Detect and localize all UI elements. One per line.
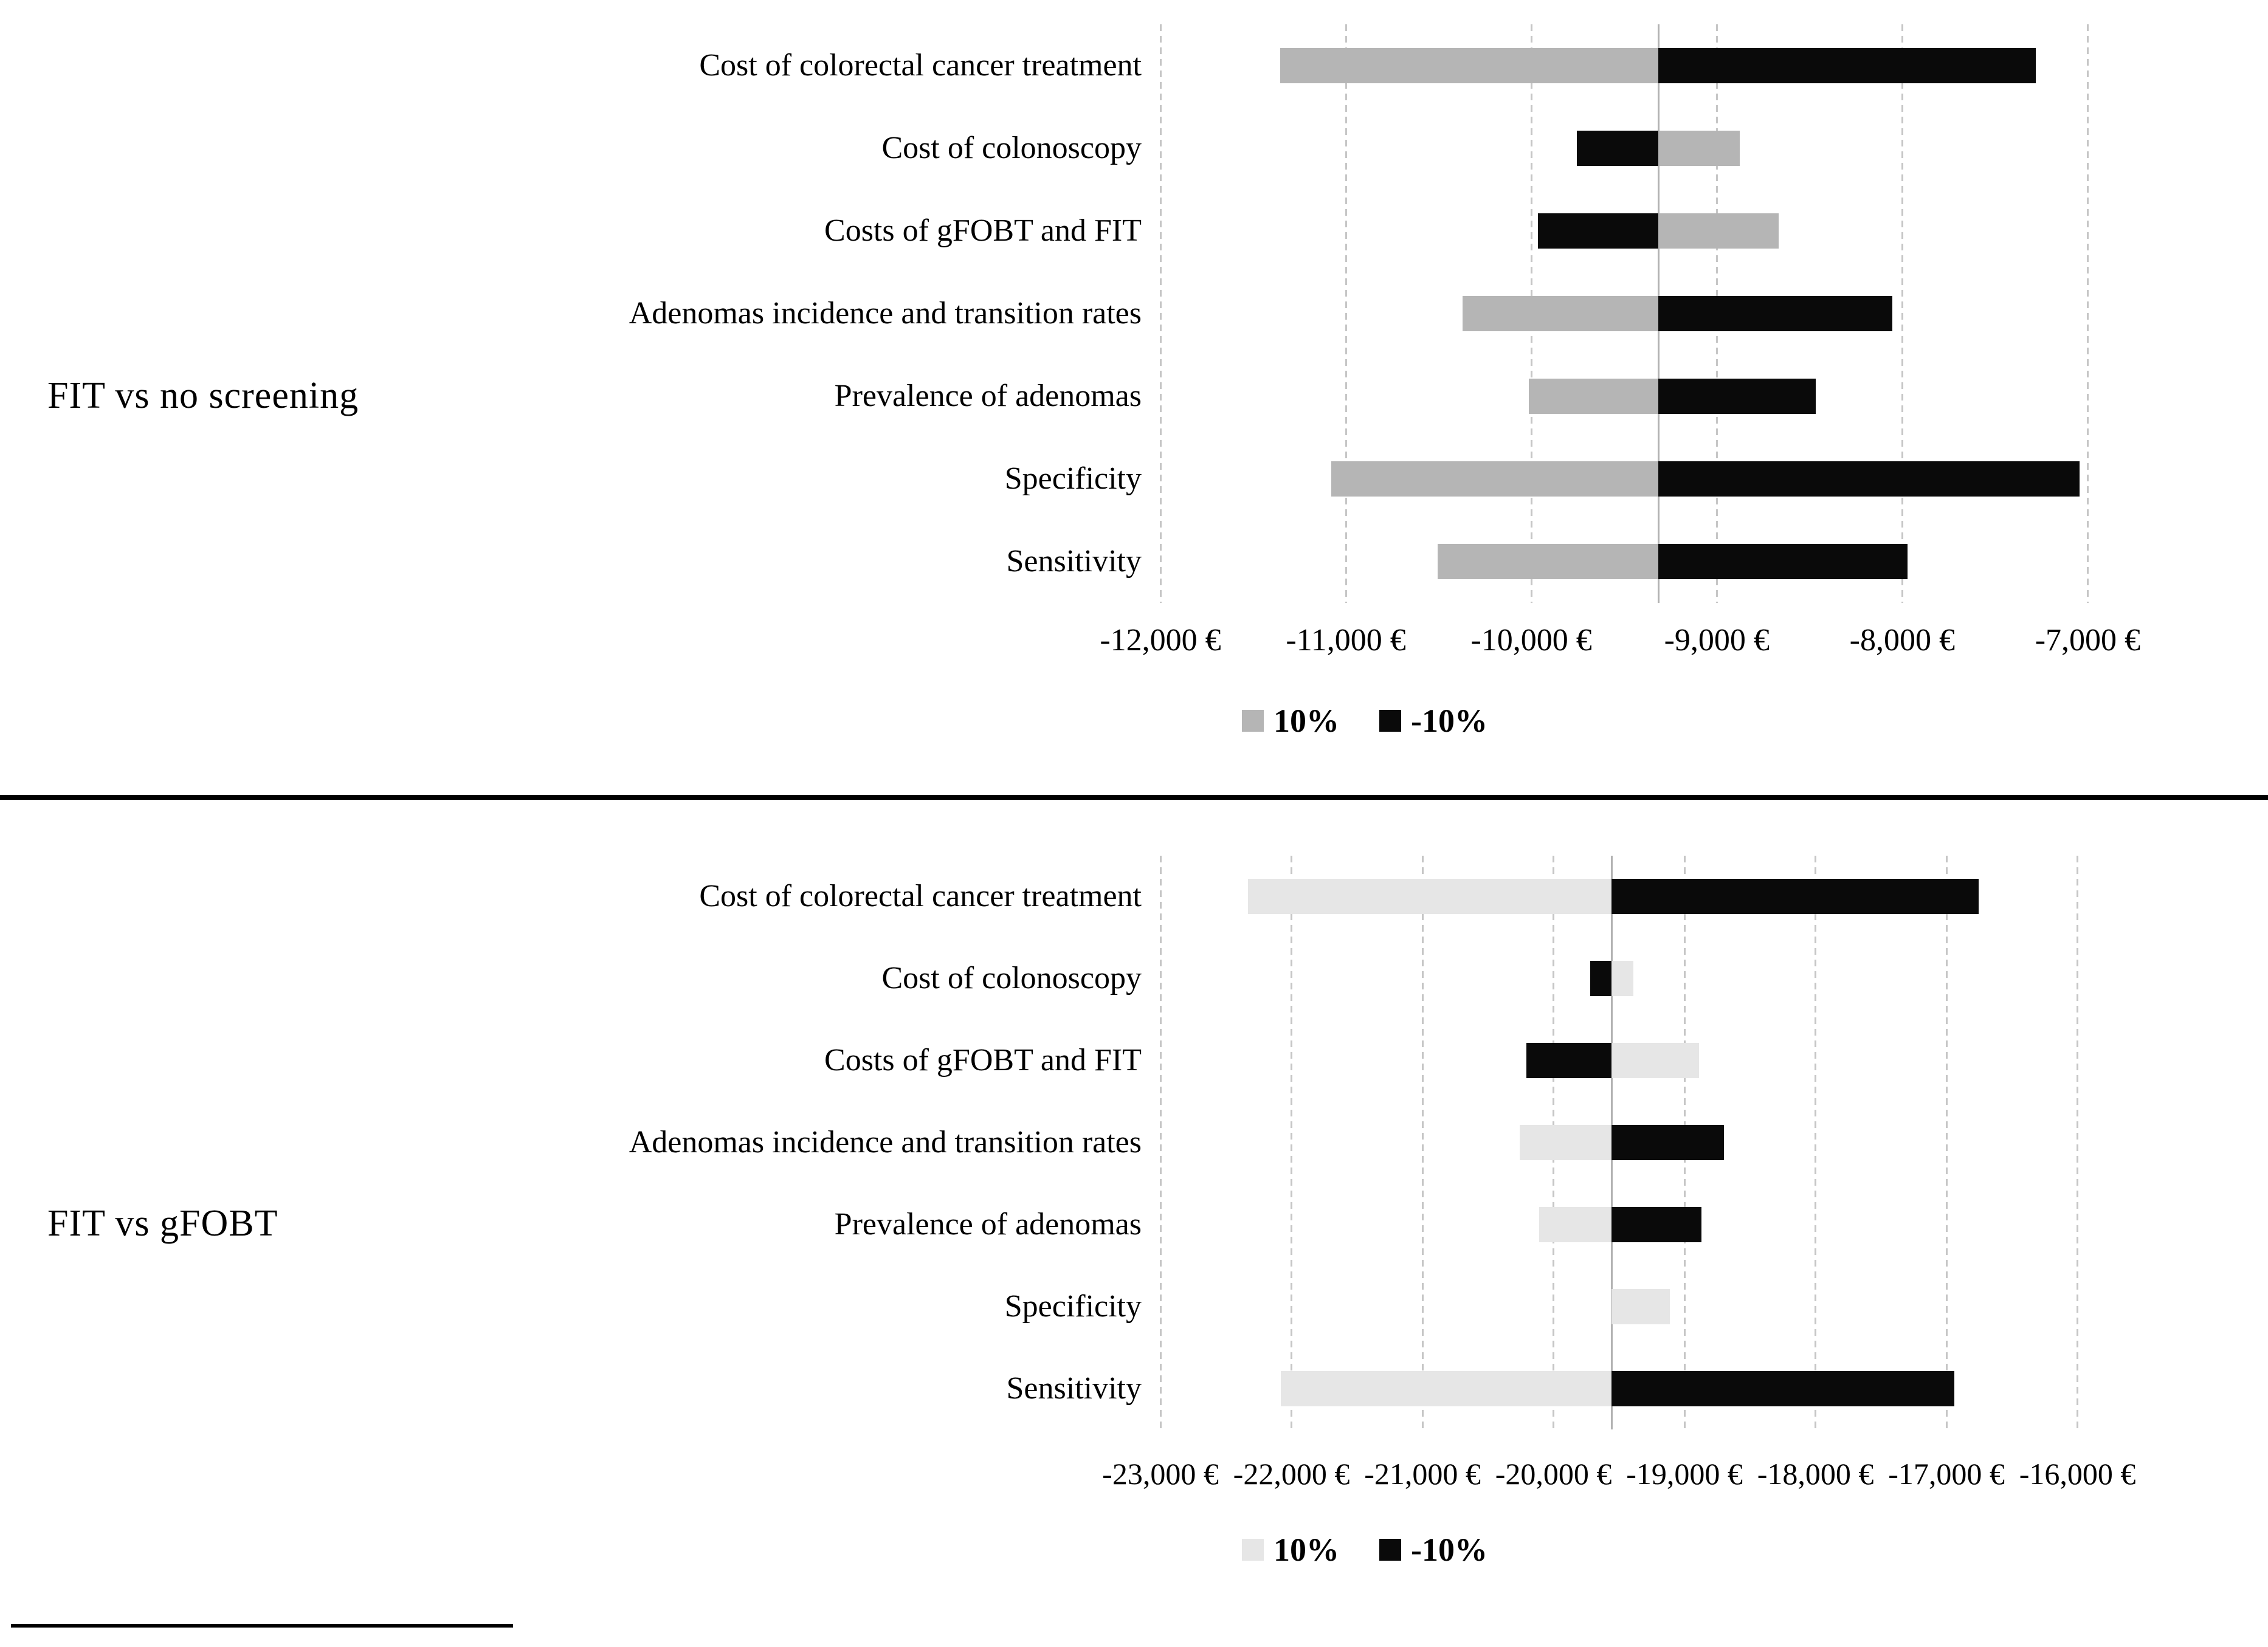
category-label: Cost of colonoscopy xyxy=(881,131,1142,165)
category-label: Specificity xyxy=(1004,1288,1142,1324)
axis-tick-label: -20,000 € xyxy=(1495,1457,1612,1491)
bar--10% xyxy=(1537,213,1659,249)
gridline xyxy=(1159,24,1162,603)
category-label: Specificity xyxy=(1004,461,1142,496)
bar-10% xyxy=(1658,131,1740,166)
gridline xyxy=(1815,856,1817,1429)
bar--10% xyxy=(1611,1206,1702,1242)
legend-item: 10% xyxy=(1242,702,1339,740)
bar--10% xyxy=(1658,461,2080,497)
legend-swatch xyxy=(1379,710,1401,732)
bar--10% xyxy=(1658,379,1816,414)
bar-10% xyxy=(1611,961,1633,997)
axis-tick-label: -22,000 € xyxy=(1233,1457,1350,1491)
legend-item: 10% xyxy=(1242,1531,1339,1569)
axis-tick-label: -7,000 € xyxy=(2035,623,2141,658)
axis-tick-label: -12,000 € xyxy=(1100,623,1221,658)
axis-tick-label: -16,000 € xyxy=(2019,1457,2136,1491)
legend-label: 10% xyxy=(1274,703,1339,739)
category-label: Prevalence of adenomas xyxy=(834,1206,1142,1242)
bar-10% xyxy=(1438,544,1659,579)
bar--10% xyxy=(1590,961,1612,997)
bar-10% xyxy=(1519,1125,1612,1160)
legend-label: -10% xyxy=(1411,1532,1487,1568)
legend-item: -10% xyxy=(1379,1531,1487,1569)
gridline xyxy=(1901,24,1903,603)
group-label: FIT vs no screening xyxy=(47,375,359,416)
gridline xyxy=(1345,24,1347,603)
group-label: FIT vs gFOBT xyxy=(47,1203,278,1244)
bar--10% xyxy=(1611,879,1979,915)
bar-10% xyxy=(1611,1043,1699,1079)
legend: 10% -10% xyxy=(547,695,2182,747)
category-label: Adenomas incidence and transition rates xyxy=(629,296,1142,331)
bar-10% xyxy=(1280,48,1659,83)
axis-tick-label: -8,000 € xyxy=(1849,623,1955,658)
legend-swatch xyxy=(1242,710,1264,732)
category-label: Cost of colorectal cancer treatment xyxy=(699,879,1142,914)
bar--10% xyxy=(1658,48,2036,83)
bar-10% xyxy=(1463,296,1659,331)
gridline xyxy=(1421,856,1424,1429)
axis-tick-label: -18,000 € xyxy=(1757,1457,1874,1491)
section-divider-line xyxy=(0,795,2268,800)
gridline xyxy=(1945,856,1948,1429)
category-label: Costs of gFOBT and FIT xyxy=(824,213,1142,248)
category-label: Costs of gFOBT and FIT xyxy=(824,1043,1142,1078)
legend-item: -10% xyxy=(1379,702,1487,740)
axis-tick-label: -9,000 € xyxy=(1664,623,1770,658)
gridline xyxy=(1291,856,1292,1429)
bar-10% xyxy=(1331,461,1659,497)
bar-10% xyxy=(1539,1206,1612,1242)
axis-tick-label: -19,000 € xyxy=(1626,1457,1743,1491)
bar--10% xyxy=(1611,1370,1954,1406)
bar-10% xyxy=(1528,379,1659,414)
axis-tick-label: -11,000 € xyxy=(1286,623,1406,658)
gridline xyxy=(2077,856,2079,1429)
axis-tick-label: -10,000 € xyxy=(1470,623,1592,658)
legend-label: 10% xyxy=(1274,1532,1339,1568)
bar--10% xyxy=(1576,131,1659,166)
bar--10% xyxy=(1611,1125,1724,1160)
legend-label: -10% xyxy=(1411,703,1487,739)
bar-10% xyxy=(1658,213,1779,249)
category-label: Cost of colorectal cancer treatment xyxy=(699,48,1142,83)
axis-tick-label: -21,000 € xyxy=(1364,1457,1481,1491)
legend-swatch xyxy=(1379,1539,1401,1561)
legend-swatch xyxy=(1242,1539,1264,1561)
category-label: Adenomas incidence and transition rates xyxy=(629,1125,1142,1160)
axis-tick-label: -23,000 € xyxy=(1102,1457,1219,1491)
category-label: Sensitivity xyxy=(1006,544,1142,579)
axis-tick-label: -17,000 € xyxy=(1888,1457,2005,1491)
gridline xyxy=(2086,24,2089,603)
bar-10% xyxy=(1248,879,1612,915)
bar--10% xyxy=(1658,544,1908,579)
footnote-rule xyxy=(11,1624,513,1628)
bar--10% xyxy=(1526,1043,1612,1079)
bar-10% xyxy=(1281,1370,1612,1406)
category-label: Cost of colonoscopy xyxy=(881,961,1142,996)
bar--10% xyxy=(1658,296,1892,331)
category-label: Sensitivity xyxy=(1006,1370,1142,1406)
gridline xyxy=(1159,856,1162,1429)
bar-10% xyxy=(1611,1288,1670,1324)
category-label: Prevalence of adenomas xyxy=(834,379,1142,413)
legend: 10% -10% xyxy=(547,1524,2182,1576)
